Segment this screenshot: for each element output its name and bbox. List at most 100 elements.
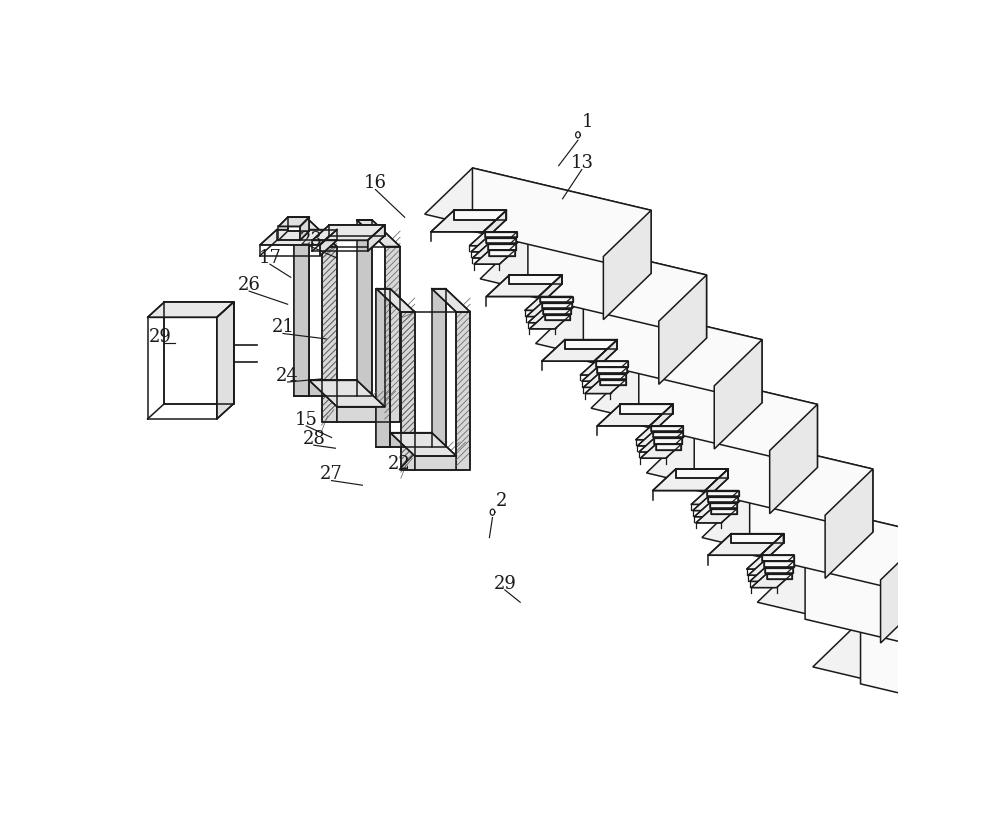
Polygon shape [294,220,309,396]
Polygon shape [509,275,562,284]
Polygon shape [368,225,385,251]
Polygon shape [603,210,651,320]
Polygon shape [485,232,517,237]
Polygon shape [636,426,683,440]
Polygon shape [425,168,651,256]
Polygon shape [596,362,628,367]
Text: 21: 21 [272,318,294,337]
Polygon shape [702,491,928,580]
Polygon shape [390,433,456,456]
Polygon shape [991,663,1000,772]
Polygon shape [653,432,683,438]
Polygon shape [750,568,793,581]
Polygon shape [526,303,572,316]
Polygon shape [583,373,626,387]
Polygon shape [390,433,432,447]
Polygon shape [486,275,562,296]
Polygon shape [748,561,794,575]
Polygon shape [580,362,628,375]
Polygon shape [936,599,984,708]
Polygon shape [536,297,762,386]
Polygon shape [714,340,762,449]
Polygon shape [646,427,873,515]
Polygon shape [432,289,470,312]
Polygon shape [294,220,309,396]
Polygon shape [805,556,984,661]
Polygon shape [881,534,928,643]
Polygon shape [585,380,626,393]
Polygon shape [528,309,571,323]
Polygon shape [861,620,1000,726]
Polygon shape [309,381,357,396]
Polygon shape [747,555,794,569]
Polygon shape [337,407,385,422]
Text: 22: 22 [388,454,411,473]
Polygon shape [707,491,739,496]
Polygon shape [751,574,792,588]
Text: 1: 1 [582,113,594,131]
Text: 29: 29 [148,328,171,347]
Polygon shape [600,380,626,385]
Polygon shape [731,534,784,543]
Polygon shape [540,296,573,302]
Polygon shape [288,217,309,231]
Polygon shape [432,289,446,447]
Polygon shape [488,244,516,250]
Polygon shape [164,302,234,403]
Polygon shape [456,312,470,470]
Polygon shape [431,210,506,232]
Polygon shape [654,438,682,443]
Text: 15: 15 [295,411,318,428]
Polygon shape [471,238,516,252]
Polygon shape [594,340,617,371]
Polygon shape [693,497,738,511]
Polygon shape [528,233,707,338]
Polygon shape [694,503,737,517]
Polygon shape [710,503,737,509]
Polygon shape [545,315,570,321]
Polygon shape [750,491,928,597]
Polygon shape [582,367,627,382]
Polygon shape [542,303,572,308]
Polygon shape [591,362,817,451]
Polygon shape [376,289,390,447]
Polygon shape [653,469,728,491]
Polygon shape [525,296,573,311]
Polygon shape [696,509,737,523]
Polygon shape [376,289,415,312]
Polygon shape [656,444,681,450]
Polygon shape [320,230,337,256]
Polygon shape [762,555,794,560]
Text: 16: 16 [364,175,387,192]
Polygon shape [659,275,707,384]
Polygon shape [767,574,792,579]
Polygon shape [597,367,627,372]
Polygon shape [599,373,626,379]
Polygon shape [694,427,873,532]
Polygon shape [770,404,817,514]
Polygon shape [691,491,739,504]
Text: 29: 29 [493,574,516,593]
Polygon shape [708,497,738,502]
Polygon shape [312,225,385,240]
Polygon shape [483,210,506,241]
Text: 27: 27 [320,465,343,483]
Polygon shape [583,297,762,402]
Polygon shape [650,404,673,435]
Polygon shape [708,534,784,555]
Polygon shape [357,220,372,396]
Polygon shape [277,230,337,240]
Polygon shape [529,315,570,329]
Text: 24: 24 [276,367,299,385]
Polygon shape [765,568,793,573]
Polygon shape [639,362,817,468]
Polygon shape [705,469,728,500]
Polygon shape [486,238,516,244]
Polygon shape [651,426,683,432]
Polygon shape [454,210,506,220]
Polygon shape [676,469,728,478]
Polygon shape [472,168,651,273]
Polygon shape [148,302,234,317]
Polygon shape [480,233,707,321]
Polygon shape [474,250,515,264]
